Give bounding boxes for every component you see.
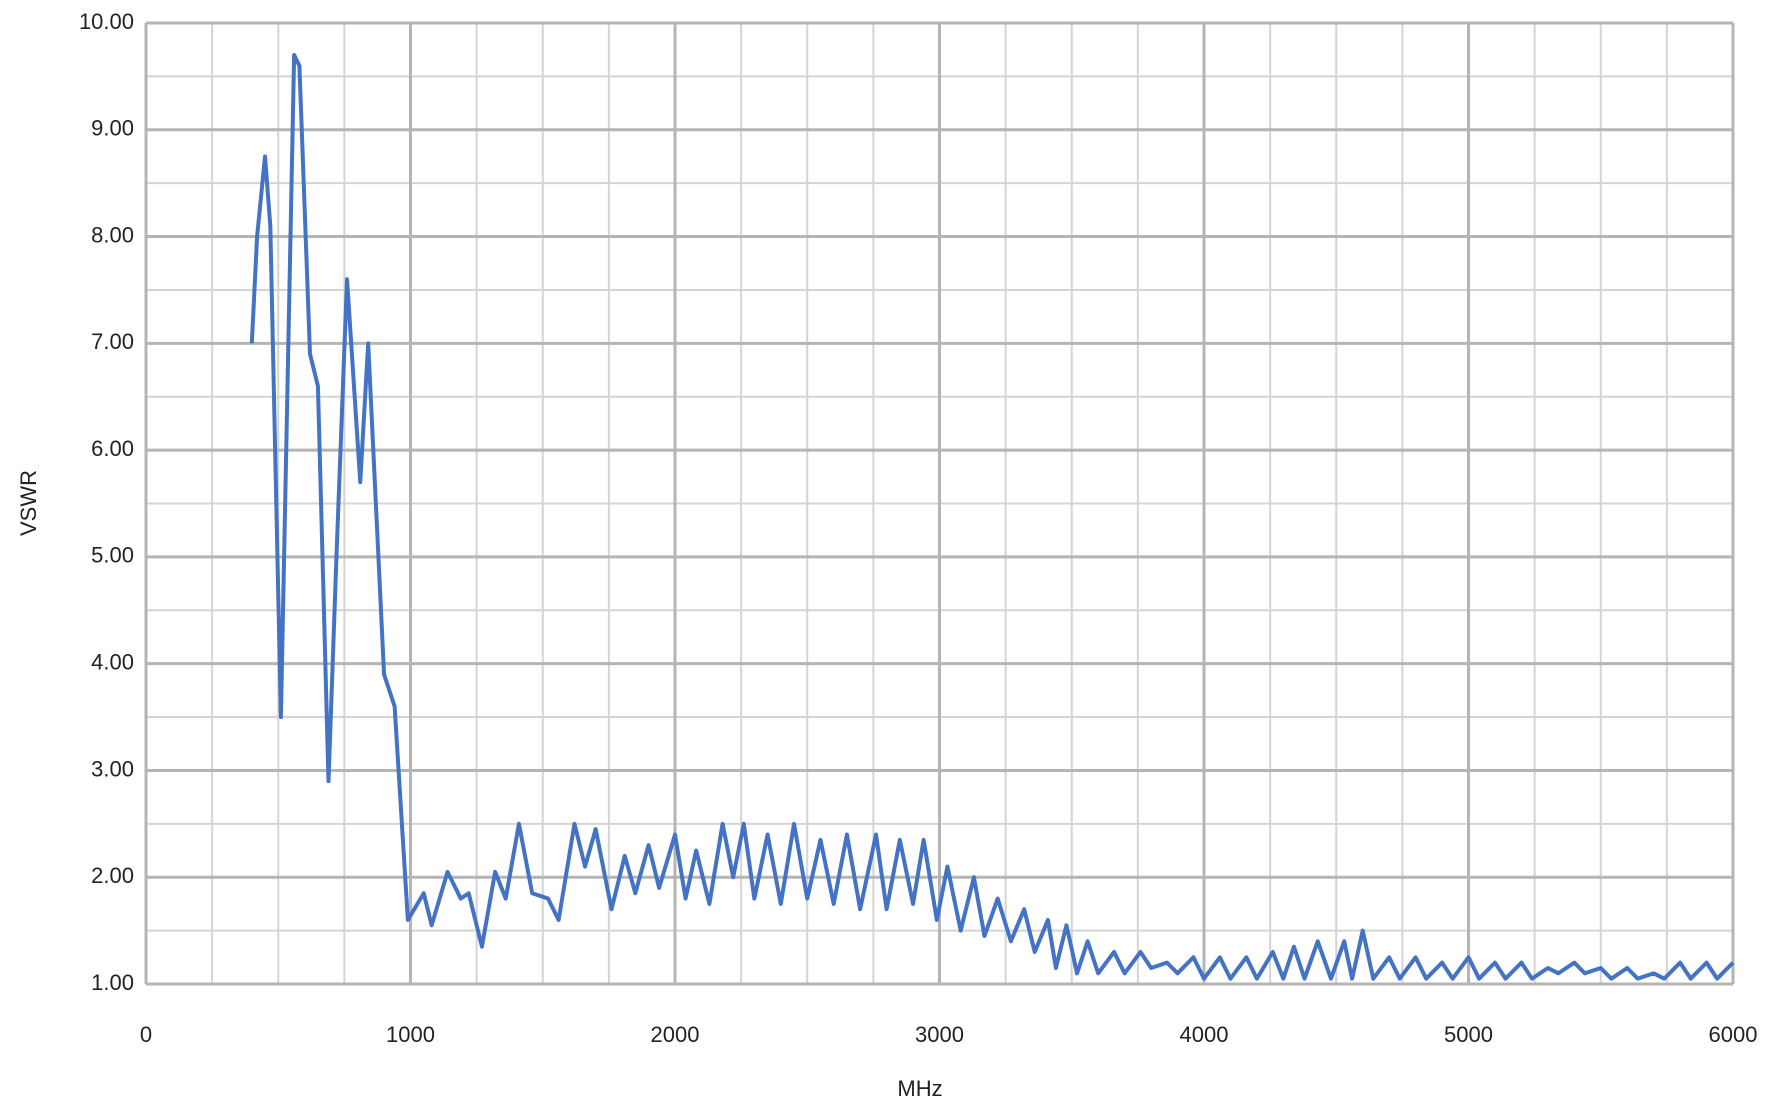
y-tick-label: 9.00 xyxy=(91,116,134,141)
x-tick-label: 5000 xyxy=(1444,1022,1493,1047)
y-tick-label: 6.00 xyxy=(91,436,134,461)
y-tick-label: 1.00 xyxy=(91,970,134,995)
y-tick-label: 4.00 xyxy=(91,649,134,674)
y-tick-label: 2.00 xyxy=(91,863,134,888)
x-tick-label: 0 xyxy=(140,1022,152,1047)
x-axis-label: MHz xyxy=(897,1076,942,1101)
y-tick-label: 8.00 xyxy=(91,222,134,247)
x-tick-label: 3000 xyxy=(915,1022,964,1047)
y-tick-label: 3.00 xyxy=(91,756,134,781)
y-tick-label: 10.00 xyxy=(79,9,134,34)
x-tick-label: 4000 xyxy=(1180,1022,1229,1047)
x-tick-label: 2000 xyxy=(651,1022,700,1047)
y-tick-label: 5.00 xyxy=(91,543,134,568)
data-line xyxy=(249,53,1735,981)
y-axis-label: VSWR xyxy=(16,470,41,536)
x-tick-label: 1000 xyxy=(386,1022,435,1047)
y-tick-label: 7.00 xyxy=(91,329,134,354)
x-tick-label: 6000 xyxy=(1709,1022,1758,1047)
